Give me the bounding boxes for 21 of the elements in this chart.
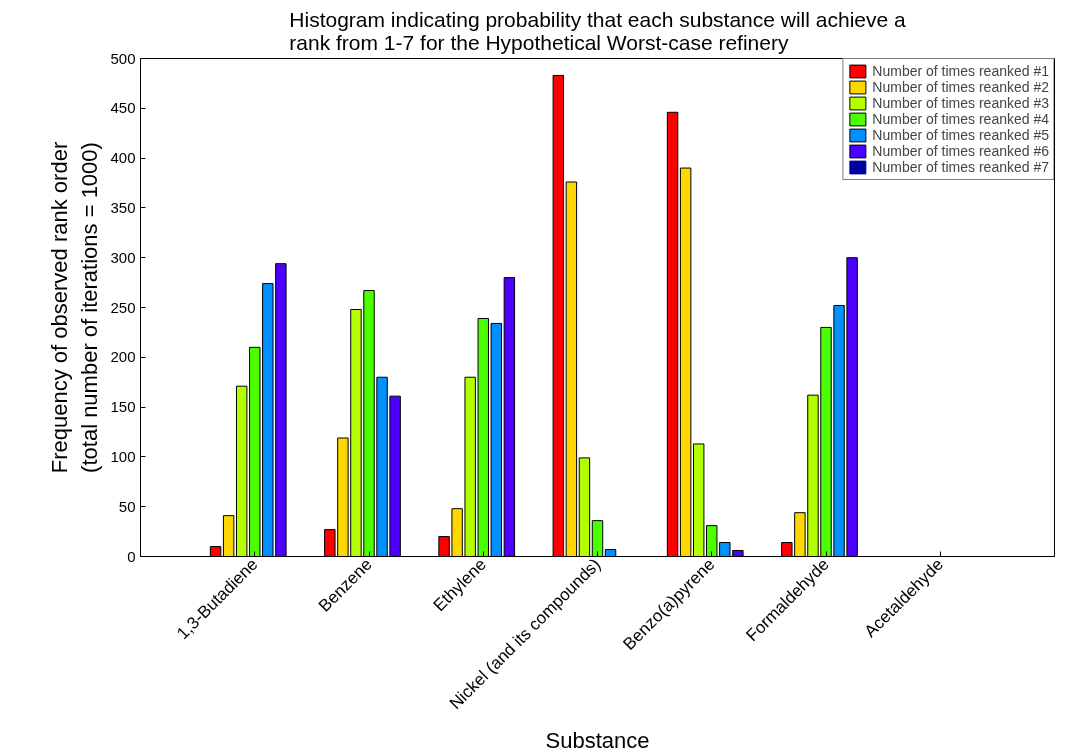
y-tick-label: 300 (110, 248, 136, 266)
legend-label: Number of times reanked #3 (872, 95, 1049, 111)
y-tick-label: 0 (127, 547, 136, 565)
y-tick-label: 450 (110, 99, 136, 117)
y-tick-label: 350 (110, 198, 136, 216)
y-tick-label: 250 (110, 298, 136, 316)
y-tick-label: 100 (110, 447, 136, 465)
chart-title: Histogram indicating probability that each substance will achieve a rank from 1-7 for the Hypothetical Worst-case refinery (289, 7, 906, 54)
y-tick-label: 400 (110, 149, 136, 167)
x-axis-title: Substance (545, 727, 650, 753)
y-tick-label: 50 (118, 497, 136, 515)
y-tick-label: 500 (110, 49, 136, 67)
legend-label: Number of times reanked #6 (872, 143, 1049, 159)
y-tick-label: 200 (110, 348, 136, 366)
legend-label: Number of times reanked #1 (872, 63, 1049, 79)
legend-label: Number of times reanked #5 (872, 127, 1049, 143)
y-tick-label: 150 (110, 398, 136, 416)
legend-label: Number of times reanked #7 (872, 159, 1049, 175)
y-axis-title: Frequency of observed rank order (total number of iterations = 1000) (47, 141, 103, 474)
legend-label: Number of times reanked #4 (872, 111, 1049, 127)
legend-label: Number of times reanked #2 (872, 79, 1049, 95)
